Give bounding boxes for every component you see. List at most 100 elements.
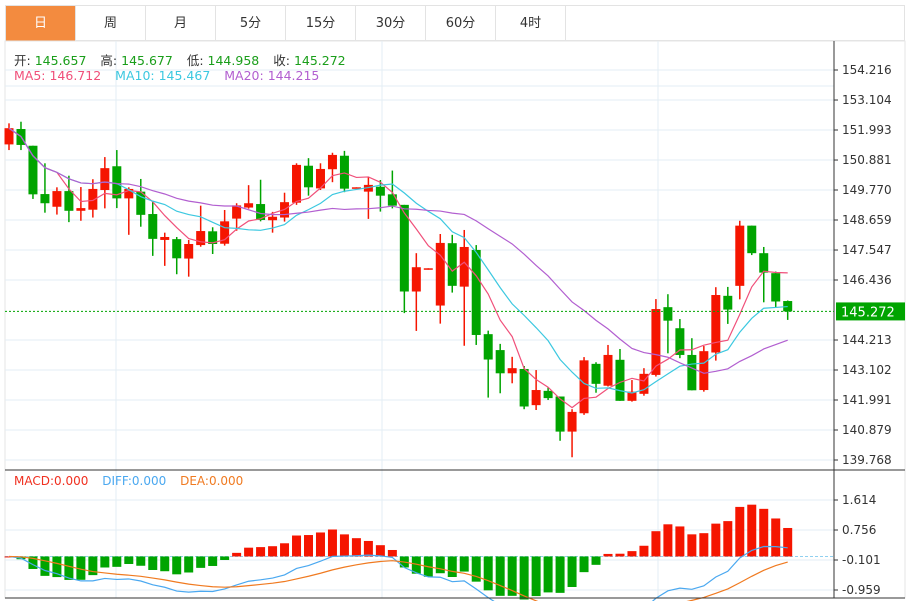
tab-week[interactable]: 周 [76, 6, 146, 41]
candle [519, 366, 529, 410]
candle-body [519, 368, 529, 407]
macd-histogram-bar [543, 556, 553, 593]
candle-body [471, 249, 481, 335]
macd-tick-label: -0.101 [842, 553, 881, 567]
candle-body [232, 205, 242, 219]
macd-histogram-bar [603, 553, 613, 557]
candle-body [615, 359, 625, 401]
chart-frame [4, 40, 906, 599]
candle-body [495, 350, 505, 374]
macd-histogram-bar [315, 532, 325, 557]
ma5-value: MA5: 146.712 [14, 68, 102, 83]
macd-histogram-bar [567, 556, 577, 588]
candle [315, 163, 325, 191]
tabs-filler [566, 6, 905, 40]
candle-body [483, 334, 493, 360]
macd-histogram-bar [339, 534, 349, 557]
candle-body [208, 231, 218, 244]
tab-day[interactable]: 日 [6, 6, 76, 41]
candle-body [4, 128, 14, 145]
macd-histogram-bar [783, 527, 793, 557]
macd-histogram-bar [723, 521, 733, 557]
candle [363, 176, 373, 219]
candle-body [759, 253, 769, 273]
macd-histogram-bar [64, 556, 74, 580]
candle [663, 294, 673, 354]
close-value: 145.272 [293, 53, 346, 68]
current-price-label: 145.272 [841, 305, 895, 320]
candle-body [507, 368, 517, 374]
macd-histogram-bar [172, 556, 182, 575]
macd-histogram-bar [387, 549, 397, 557]
macd-histogram-bar [52, 556, 62, 578]
candle [615, 349, 625, 401]
macd-histogram-bar [232, 552, 242, 557]
candle-body [459, 246, 469, 287]
candle-body [579, 360, 589, 414]
candle-body [196, 231, 206, 246]
candle [64, 175, 74, 223]
macd-histogram-bar [735, 506, 745, 557]
macd-tick-label: -0.959 [842, 583, 881, 597]
candle [160, 232, 170, 266]
high-label: 高: [100, 53, 118, 68]
macd-value: MACD:0.000 [14, 474, 89, 488]
tab-5min[interactable]: 5分 [216, 6, 286, 41]
ma-lines [8, 127, 788, 409]
tab-30min[interactable]: 30分 [356, 6, 426, 41]
candle-body [256, 204, 266, 220]
macd-histogram-bar [459, 556, 469, 572]
macd-histogram-bar [447, 556, 457, 578]
macd-histogram-bar [411, 556, 421, 574]
diff-line [8, 545, 788, 601]
candle-body [675, 328, 685, 355]
candle [723, 286, 733, 324]
ma-readout: MA5: 146.712 MA10: 145.467 MA20: 144.215 [14, 68, 323, 83]
ohlc-readout: 开: 145.657 高: 145.677 低: 144.958 收: 145.272 [14, 50, 356, 69]
candle-body [40, 194, 50, 204]
candle [411, 253, 421, 331]
diff-value: DIFF:0.000 [102, 474, 167, 488]
candle [579, 357, 589, 415]
candle [351, 187, 361, 189]
candle [52, 187, 62, 215]
candle-body [435, 242, 445, 306]
candle [148, 201, 158, 256]
macd-histogram-bar [699, 533, 709, 557]
macd-histogram-bar [268, 546, 278, 557]
macd-histogram-bar [771, 518, 781, 557]
tab-4hour[interactable]: 4时 [496, 6, 566, 41]
candle [196, 205, 206, 247]
candle [651, 299, 661, 377]
candle-body [543, 390, 553, 399]
macd-histogram-bar [591, 556, 601, 565]
candle [28, 145, 38, 199]
candles [4, 121, 793, 458]
macd-tick-label: 1.614 [842, 493, 876, 507]
macd-histogram-bar [136, 556, 146, 566]
tab-month[interactable]: 月 [146, 6, 216, 41]
candle-body [327, 154, 337, 170]
candle-body [627, 391, 637, 401]
macd-panel [4, 504, 834, 601]
ma10-line [8, 127, 788, 394]
price-tick-label: 150.881 [842, 153, 892, 167]
candle-body [268, 216, 278, 221]
candle [531, 370, 541, 411]
candle [747, 225, 757, 256]
tab-15min[interactable]: 15分 [286, 6, 356, 41]
macd-readout: MACD:0.000 DIFF:0.000 DEA:0.000 [14, 474, 247, 488]
candle-body [124, 188, 134, 199]
macd-histogram-bar [184, 556, 194, 573]
candle [591, 362, 601, 393]
macd-histogram-bar [375, 545, 385, 557]
candle-body [351, 187, 361, 189]
candle [471, 245, 481, 345]
tab-60min[interactable]: 60分 [426, 6, 496, 41]
candle-body [52, 191, 62, 207]
candle-body [639, 373, 649, 394]
macd-histogram-bar [40, 556, 50, 576]
macd-histogram-bar [363, 540, 373, 557]
macd-histogram-bar [112, 556, 122, 567]
